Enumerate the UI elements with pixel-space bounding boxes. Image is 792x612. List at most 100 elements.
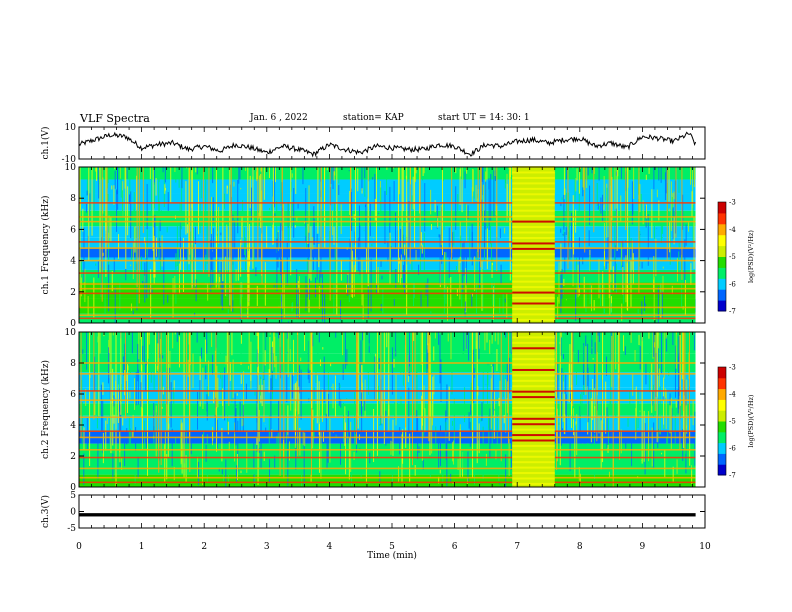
spectrogram-texture — [402, 429, 404, 464]
spectrogram-texture — [117, 384, 119, 424]
spectrogram-texture — [395, 212, 397, 258]
spectrogram-texture — [499, 297, 501, 323]
spectrogram-texture — [192, 353, 194, 389]
spectrogram-texture — [674, 345, 676, 398]
spectrogram-texture — [448, 227, 450, 278]
spectrogram-texture — [205, 172, 207, 212]
spectrogram-texture — [491, 332, 493, 344]
spectrogram-texture — [240, 187, 242, 190]
spectrogram-streak — [593, 167, 595, 233]
spectrogram-texture — [614, 167, 616, 210]
burst-line — [512, 280, 555, 283]
spectrogram-texture — [355, 434, 357, 468]
spectrogram-texture — [277, 232, 279, 268]
colorbar-segment — [718, 300, 726, 312]
spectrogram-texture — [639, 184, 641, 213]
spectrogram-texture — [504, 168, 506, 189]
spectrogram-texture — [232, 359, 234, 398]
burst-line — [512, 264, 555, 267]
spectrogram-texture — [175, 437, 177, 456]
spectrogram-texture — [559, 274, 561, 290]
spectrogram-texture — [666, 336, 668, 352]
spectrogram-texture — [447, 286, 449, 321]
spectrogram-texture — [662, 396, 664, 401]
spectrogram-texture — [494, 167, 496, 176]
spectrogram-texture — [127, 186, 129, 236]
xtick-label: 7 — [514, 542, 520, 552]
spectrogram-texture — [575, 178, 577, 192]
spectrogram-texture — [321, 273, 323, 322]
spectrogram-texture — [296, 400, 298, 430]
spectrogram-texture — [305, 188, 307, 243]
spectrogram-streak — [688, 332, 690, 437]
spectrogram-streak — [596, 332, 598, 442]
spectrogram-texture — [504, 298, 506, 303]
spectrogram-texture — [582, 250, 584, 265]
spectrogram-texture — [411, 260, 413, 284]
spectrogram-texture — [129, 391, 131, 399]
spectrogram-texture — [639, 410, 641, 412]
spectrogram-texture — [368, 369, 370, 395]
spectrogram-texture — [206, 402, 208, 421]
spectrogram-texture — [221, 428, 223, 462]
spectrogram-texture — [269, 332, 271, 335]
spectrogram-texture — [320, 432, 322, 479]
spectrogram-texture — [678, 167, 680, 193]
burst-line — [512, 291, 555, 294]
spectrogram-texture — [132, 414, 134, 437]
spectrogram-texture — [217, 377, 219, 408]
spectrogram-texture — [81, 380, 83, 391]
spectrogram-texture — [587, 373, 589, 423]
spectrogram-texture — [632, 253, 634, 284]
spectrogram-streak — [477, 167, 479, 259]
colorbar-segment — [718, 223, 726, 236]
spectrogram-texture — [651, 391, 653, 406]
spectrogram-texture — [380, 451, 382, 460]
spectrogram-texture — [489, 332, 491, 348]
spectrogram-texture — [263, 380, 265, 423]
colorbar-segment — [718, 278, 726, 290]
spectrogram-texture — [579, 473, 581, 487]
burst-line — [512, 187, 555, 190]
spectrogram-texture — [600, 277, 602, 306]
spectrogram-texture — [432, 376, 434, 418]
spectrogram-texture — [659, 386, 661, 435]
ch3-waveform-band — [79, 513, 696, 517]
spectrogram-texture — [185, 181, 187, 235]
spectrogram-streak — [602, 332, 604, 463]
spectrogram-texture — [317, 343, 319, 369]
spectrogram-texture — [332, 167, 334, 190]
spectrogram-streak — [336, 167, 338, 315]
spectrogram-texture — [304, 332, 306, 351]
spectrogram-texture — [474, 455, 476, 485]
spectrogram-texture — [692, 399, 694, 426]
spectrogram-texture — [172, 332, 174, 349]
colorbar-segment — [718, 464, 726, 476]
spectrogram-texture — [676, 258, 678, 282]
spectrogram-texture — [167, 192, 169, 211]
spectrogram-texture — [354, 392, 356, 446]
spectrogram-texture — [583, 344, 585, 363]
spectrogram-texture — [119, 462, 121, 467]
spectrogram-texture — [675, 332, 677, 369]
spectrogram-texture — [600, 420, 602, 470]
spectrogram-texture — [375, 353, 377, 401]
spectrogram-texture — [160, 210, 162, 218]
spectrogram-texture — [625, 255, 627, 303]
spectrogram-streak — [257, 332, 259, 485]
spectrogram-texture — [108, 232, 110, 249]
spectrogram-texture — [600, 349, 602, 380]
spectrogram-texture — [588, 230, 590, 247]
spectrogram-texture — [345, 422, 347, 475]
spectrogram-texture — [112, 453, 114, 480]
spectrogram-texture — [357, 168, 359, 192]
spectrogram-texture — [389, 232, 391, 285]
spectrogram-texture — [386, 167, 388, 170]
spectrogram-texture — [93, 277, 95, 318]
spectrogram-texture — [164, 184, 166, 194]
spectrogram-texture — [107, 176, 109, 184]
spectrogram-streak — [654, 332, 656, 412]
spectrogram-texture — [598, 259, 600, 299]
spectrogram-texture — [481, 167, 483, 182]
